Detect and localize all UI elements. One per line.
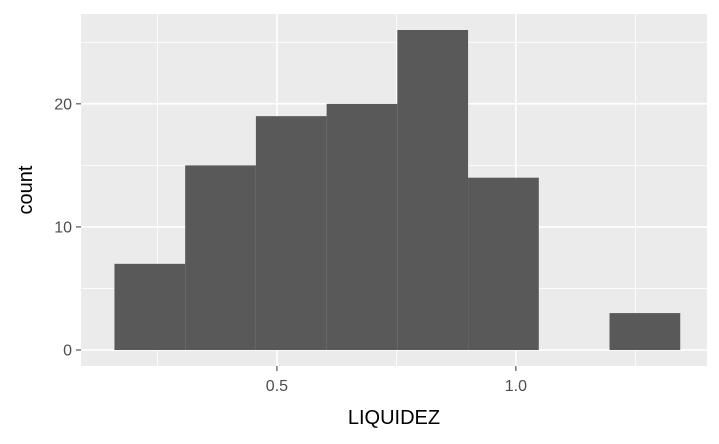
- histogram-bar: [255, 116, 327, 351]
- y-axis-title: count: [15, 165, 37, 214]
- x-axis-ticks: 0.5 1.0: [266, 366, 527, 395]
- histogram-bar: [468, 177, 539, 350]
- x-axis-title: LIQUIDEZ: [348, 407, 440, 429]
- histogram-bar: [326, 103, 398, 350]
- x-tick-label: 1.0: [505, 378, 527, 395]
- y-tick-label: 0: [63, 343, 72, 360]
- y-tick-label: 20: [54, 96, 72, 113]
- histogram-bars: [114, 30, 681, 351]
- histogram-bar: [114, 263, 186, 350]
- y-axis-ticks: 0 10 20: [54, 96, 81, 360]
- histogram-bar: [397, 30, 469, 350]
- histogram-bar: [185, 165, 256, 350]
- x-tick-label: 0.5: [266, 378, 288, 395]
- histogram-bar: [609, 313, 681, 350]
- y-tick-label: 10: [54, 219, 72, 236]
